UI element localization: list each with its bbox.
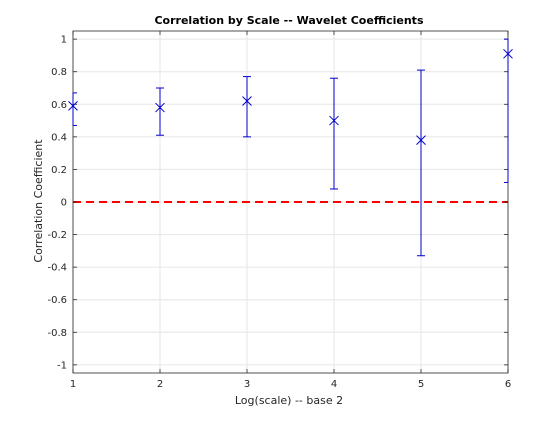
x-tick-label: 3 <box>244 379 250 390</box>
x-tick-label: 4 <box>331 379 337 390</box>
y-tick-label: 0.2 <box>51 165 67 176</box>
data-point-marker <box>68 101 78 111</box>
y-tick-label: -0.2 <box>47 230 67 241</box>
x-tick-label: 2 <box>157 379 163 390</box>
x-tick-label: 5 <box>418 379 424 390</box>
y-tick-label: -0.6 <box>47 295 67 306</box>
data-point-marker <box>503 48 513 59</box>
y-tick-label: -0.8 <box>47 328 67 339</box>
y-tick-label: 0.6 <box>51 100 67 111</box>
data-point-marker <box>416 135 426 145</box>
y-tick-label: 1 <box>61 35 67 46</box>
y-tick-label: 0.8 <box>51 67 67 78</box>
data-point-marker <box>242 96 252 106</box>
y-tick-label: -1 <box>57 360 67 371</box>
x-tick-label: 1 <box>70 379 76 390</box>
y-tick-label: 0.4 <box>51 132 67 143</box>
plot-area: 1 2 3 4 5 6 1 0.8 0.6 0.4 0.2 0 -0.2 -0.4 -0.6 -0.8 -1 <box>47 30 513 390</box>
y-tick-label: 0 <box>61 198 67 209</box>
x-axis-label: Log(scale) -- base 2 <box>235 394 343 407</box>
data-point-marker <box>329 115 339 126</box>
x-tick-label: 6 <box>505 379 511 390</box>
y-axis-label: Correlation Coefficient <box>32 139 45 263</box>
data-point-marker <box>155 102 165 113</box>
y-tick-label: -0.4 <box>47 263 67 274</box>
chart-title: Correlation by Scale -- Wavelet Coeffici… <box>154 14 423 27</box>
